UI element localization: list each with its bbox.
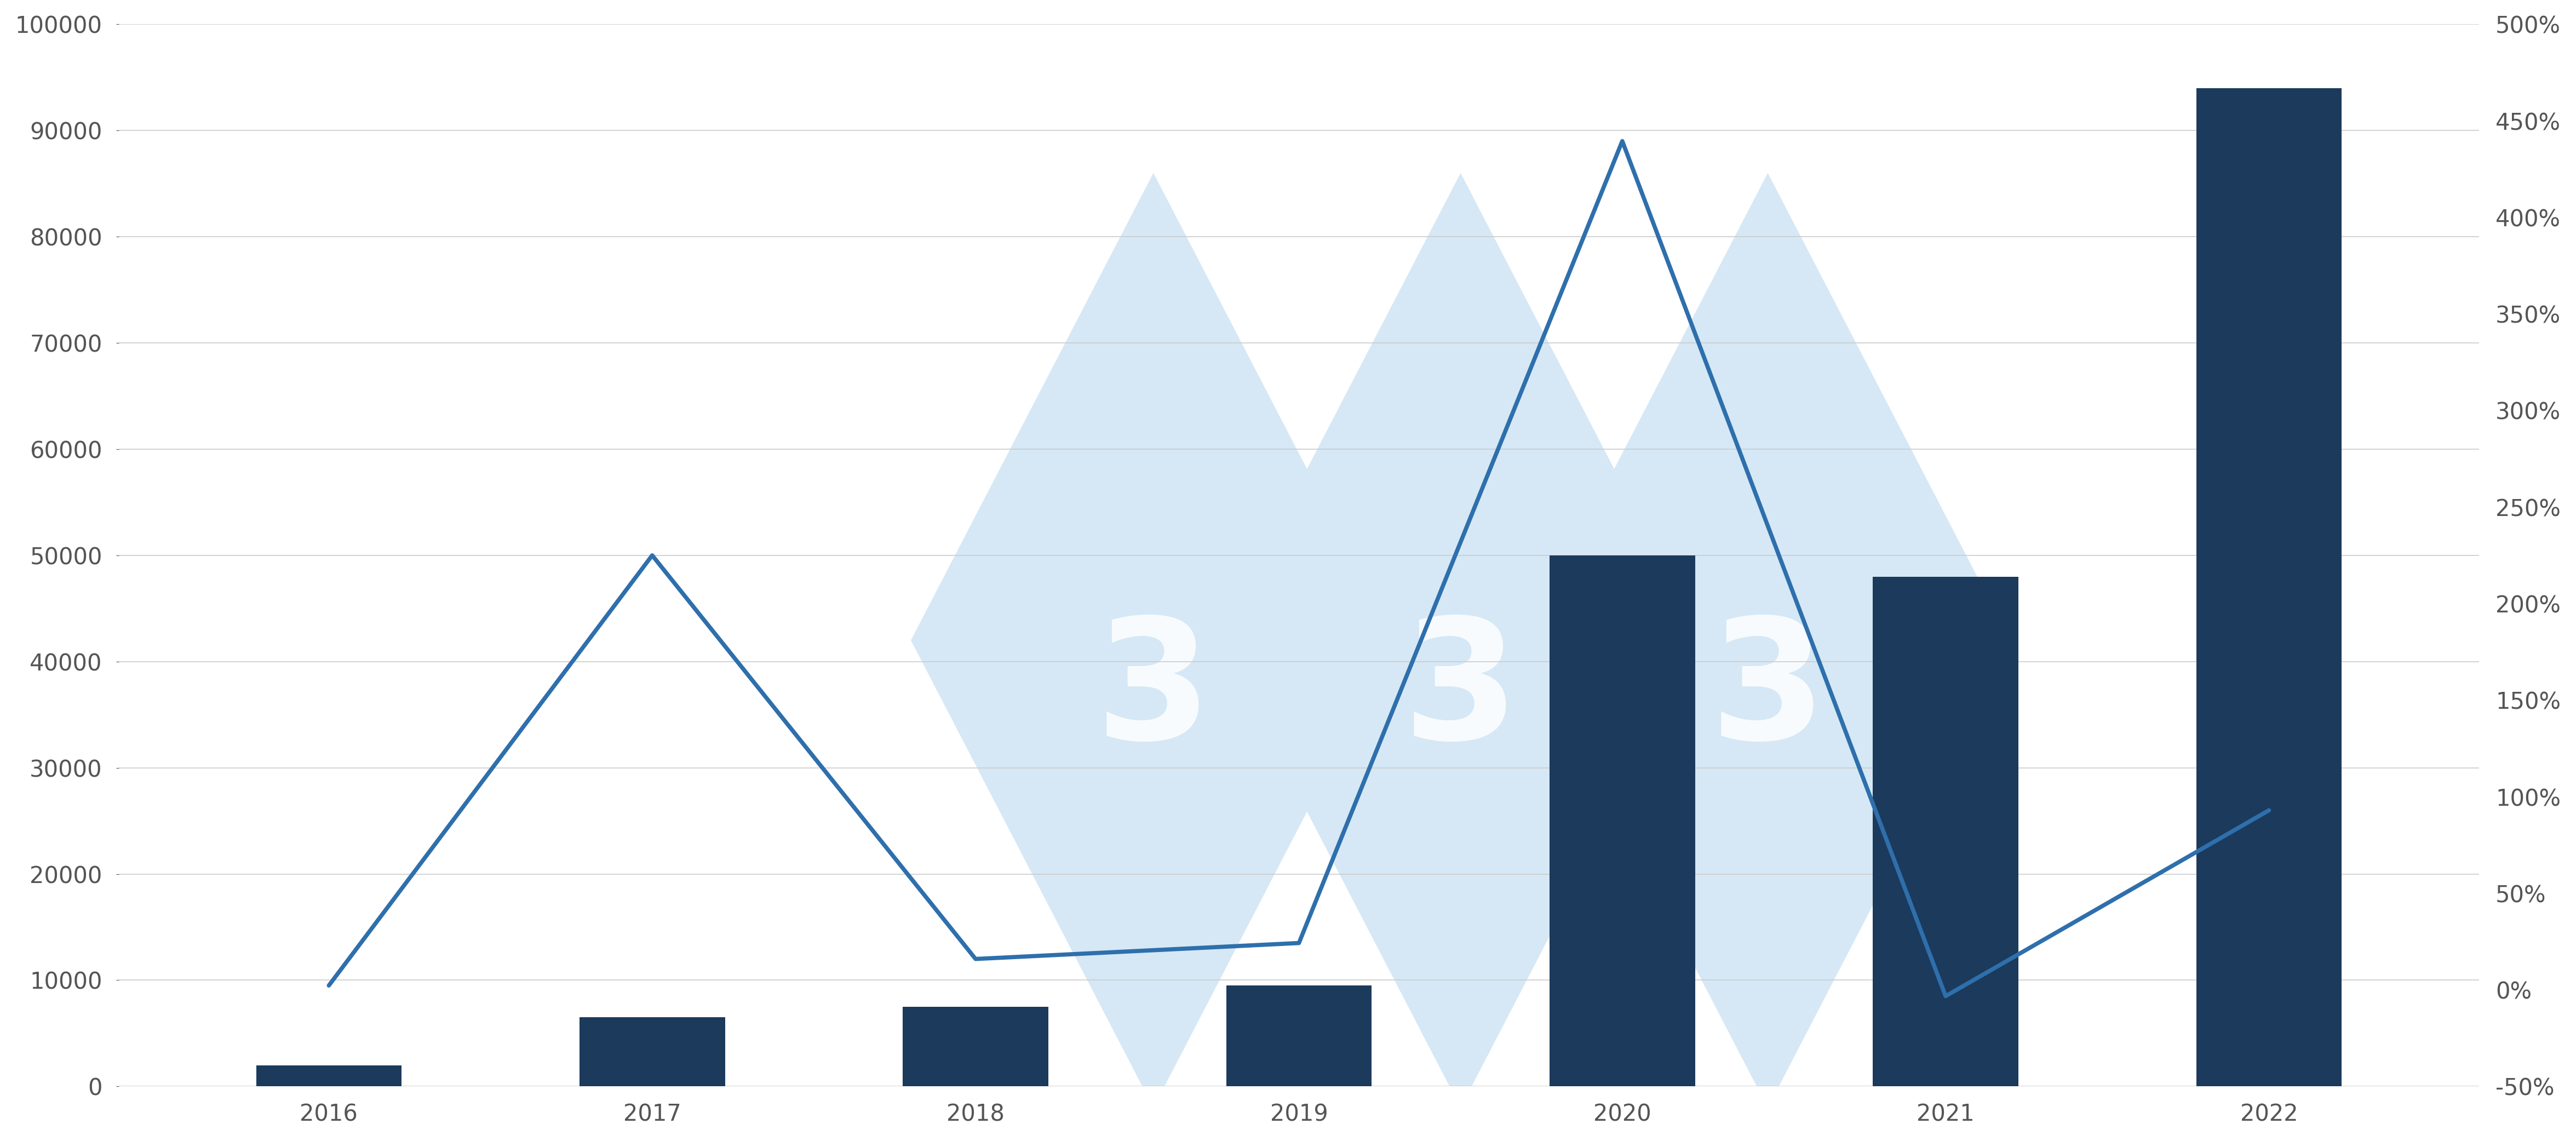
- Bar: [1873, 576, 2020, 1086]
- Text: 3: 3: [1710, 612, 1826, 775]
- Bar: [1551, 556, 1695, 1086]
- Polygon shape: [912, 173, 1396, 1108]
- Bar: [902, 1006, 1048, 1086]
- Bar: [1226, 986, 1370, 1086]
- Text: 3: 3: [1095, 612, 1211, 775]
- Bar: [255, 1066, 402, 1086]
- Bar: [2197, 88, 2342, 1086]
- Bar: [580, 1018, 724, 1086]
- Polygon shape: [1525, 173, 2009, 1108]
- Text: 3: 3: [1401, 612, 1520, 775]
- Polygon shape: [1218, 173, 1703, 1108]
